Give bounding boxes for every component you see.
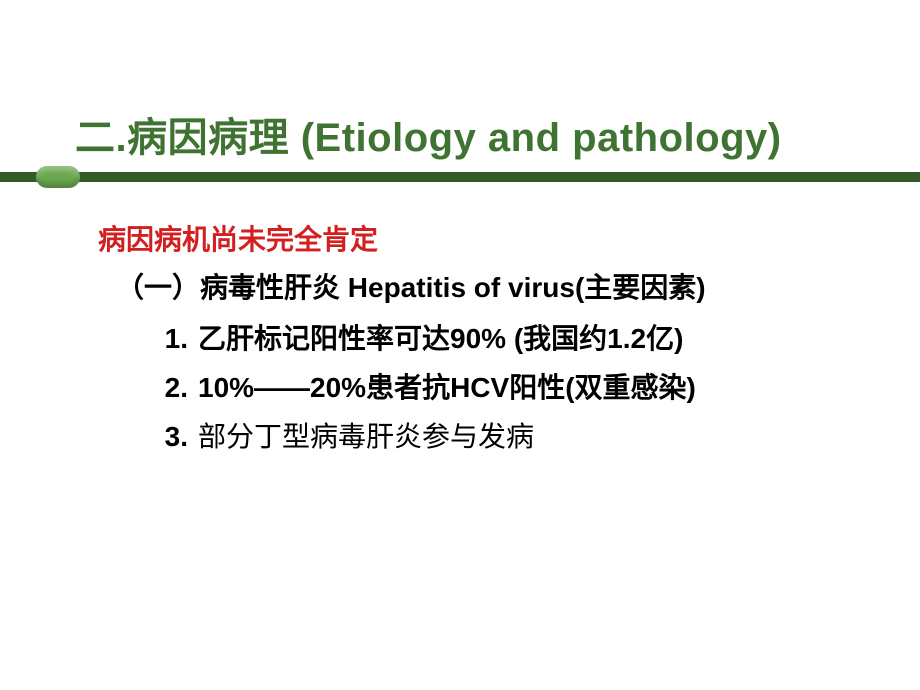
section-heading: （一）病毒性肝炎 Hepatitis of virus(主要因素) [116, 263, 890, 312]
divider-puck [36, 166, 80, 188]
slide-title-wrap: 二.病因病理 (Etiology and pathology) [75, 105, 910, 163]
list-item-text: 乙肝标记阳性率可达90% (我国约1.2亿) [198, 314, 683, 363]
list-item-text: 部分丁型病毒肝炎参与发病 [198, 412, 534, 461]
list-item-number: 1. [156, 314, 198, 363]
list-item-number: 2. [156, 363, 198, 412]
list-item: 3. 部分丁型病毒肝炎参与发病 [156, 412, 890, 461]
title-divider [0, 166, 920, 188]
slide-title: 二.病因病理 (Etiology and pathology) [75, 105, 910, 163]
slide-content: 病因病机尚未完全肯定 （一）病毒性肝炎 Hepatitis of virus(主… [98, 218, 890, 461]
list-item: 2. 10%——20%患者抗HCV阳性(双重感染) [156, 363, 890, 412]
lead-text: 病因病机尚未完全肯定 [98, 218, 890, 263]
list-item: 1. 乙肝标记阳性率可达90% (我国约1.2亿) [156, 314, 890, 363]
divider-bar [0, 172, 920, 182]
numbered-list: 1. 乙肝标记阳性率可达90% (我国约1.2亿) 2. 10%——20%患者抗… [156, 314, 890, 461]
list-item-text: 10%——20%患者抗HCV阳性(双重感染) [198, 363, 696, 412]
list-item-number: 3. [156, 412, 198, 461]
